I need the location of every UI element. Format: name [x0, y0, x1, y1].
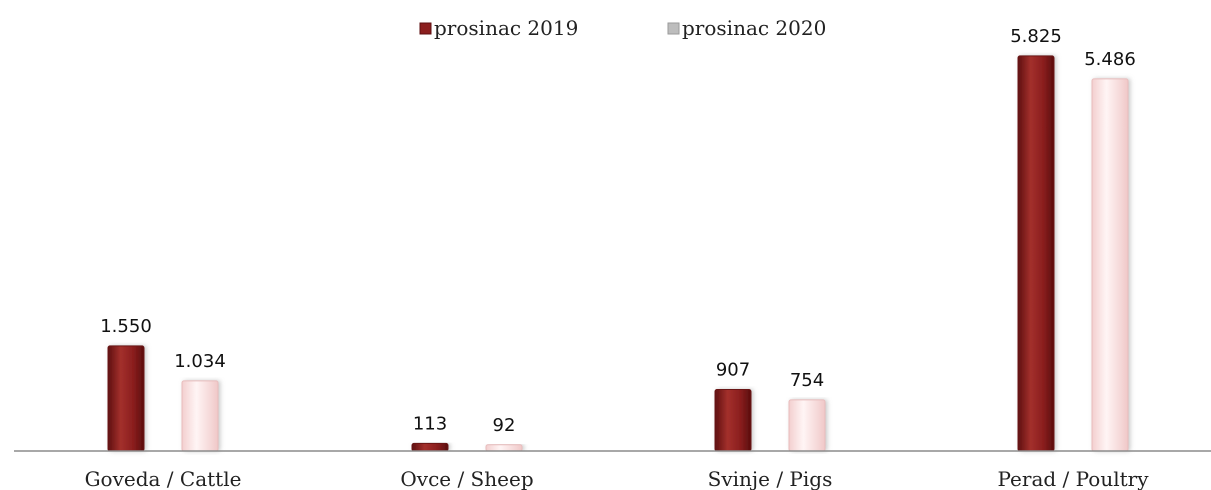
bar-series-1-goveda [107, 345, 145, 452]
category-label: Perad / Poultry [998, 467, 1150, 490]
bar-series-1-perad [1017, 55, 1055, 452]
value-label: 1.034 [174, 351, 226, 372]
value-label: 5.486 [1084, 49, 1136, 70]
bar-series-2-ovce [485, 444, 523, 452]
bar-series-1-svinje [714, 388, 752, 452]
legend-swatch-1 [419, 22, 432, 35]
legend-swatch-2 [667, 22, 680, 35]
bar-series-2-perad [1091, 78, 1129, 452]
value-label: 113 [413, 413, 447, 434]
value-labels-group: 1.550 113 907 5.825 1.034 92 754 5.486 [100, 26, 1136, 436]
value-label: 1.550 [100, 316, 152, 337]
category-label: Svinje / Pigs [708, 467, 833, 490]
category-labels-group: Goveda / Cattle Ovce / Sheep Svinje / Pigs… [85, 467, 1150, 490]
bars-group [107, 55, 1129, 452]
legend-label-1: prosinac 2019 [434, 16, 578, 40]
value-label: 92 [493, 415, 516, 436]
category-label: Goveda / Cattle [85, 467, 242, 490]
value-label: 907 [716, 359, 750, 380]
bar-series-2-goveda [181, 380, 219, 452]
value-label: 754 [790, 370, 824, 391]
category-label: Ovce / Sheep [400, 467, 533, 490]
value-label: 5.825 [1010, 26, 1062, 47]
bar-series-1-ovce [411, 442, 449, 452]
legend-label-2: prosinac 2020 [682, 16, 826, 40]
legend: prosinac 2019 prosinac 2020 [419, 16, 826, 40]
bar-series-2-svinje [788, 399, 826, 452]
